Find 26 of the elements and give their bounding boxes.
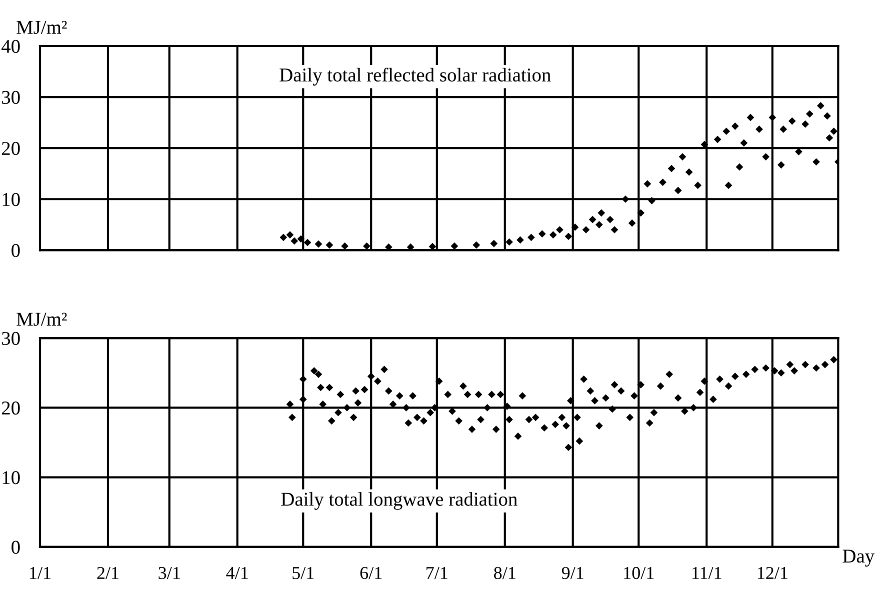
y-tick-label: 20 [2, 402, 20, 415]
x-tick-label: 1/1 [30, 566, 50, 580]
x-tick-label: 4/1 [226, 566, 248, 580]
x-tick-label: 6/1 [360, 566, 382, 580]
y-tick-label: 10 [2, 192, 20, 206]
y-tick-label: 0 [12, 540, 20, 554]
x-tick-label: 10/1 [624, 566, 654, 580]
annotation: Daily total reflected solar radiation [280, 68, 551, 86]
x-tick-label: 2/1 [97, 566, 118, 580]
y-axis-title: MJ/m² [16, 312, 67, 326]
x-tick-label: 9/1 [562, 566, 584, 580]
annotation: Daily total longwave radiation [281, 492, 518, 510]
x-tick-label: 11/1 [692, 566, 722, 580]
y-tick-label: 20 [2, 142, 20, 156]
y-tick-label: 30 [2, 90, 20, 104]
x-tick-label: 7/1 [426, 566, 448, 580]
y-tick-label: 40 [1, 40, 20, 53]
x-axis-title: Day [842, 550, 874, 567]
x-tick-label: 12/1 [758, 566, 788, 580]
y-tick-label: 0 [12, 244, 20, 258]
y-axis-title: MJ/m² [16, 20, 67, 34]
x-tick-label: 5/1 [292, 566, 314, 580]
x-tick-label: 8/1 [494, 566, 516, 580]
x-tick-label: 3/1 [158, 566, 180, 580]
y-tick-label: 30 [2, 332, 20, 346]
y-tick-label: 10 [2, 471, 20, 484]
